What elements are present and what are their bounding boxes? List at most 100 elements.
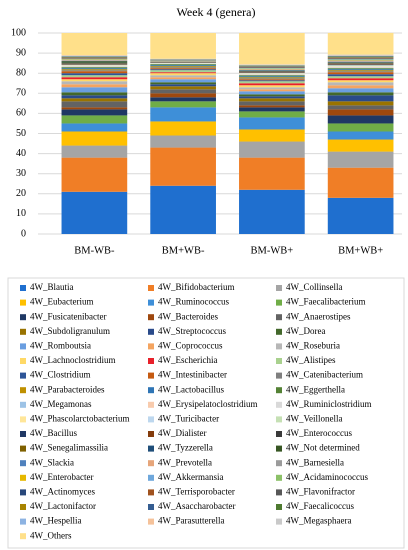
bar-segment [327,60,394,62]
legend-swatch [276,343,282,350]
legend-label: 4W_Roseburia [286,340,340,350]
bar-segment [327,63,394,65]
legend-label: 4W_Slackia [30,457,74,467]
legend-swatch [276,387,282,394]
bar-segment [327,68,394,70]
legend-label: 4W_Subdoligranulum [30,326,110,336]
bar-segment [239,87,305,90]
bar-segment [327,56,394,58]
legend-label: 4W_Bifidobacterium [158,282,234,292]
bar-segment [327,72,394,75]
legend-label: 4W_Flavonifractor [286,486,355,496]
legend-swatch [276,504,282,510]
bar-segment [61,79,128,82]
bar-segment [327,61,394,62]
legend-swatch [20,299,26,306]
bar-segment [327,82,394,86]
bar-segment [327,78,394,81]
bar-segment [239,157,305,190]
bar-segment [150,79,216,83]
bar-segment [239,81,305,84]
bar-segment [239,107,305,112]
bar-segment [150,101,216,108]
bar-segment [61,92,128,96]
legend-swatch [276,314,282,321]
bar-segment [239,75,305,77]
legend-swatch [148,358,154,364]
bar-segment [327,55,394,56]
bar-segment [239,91,305,95]
bar-segment [239,141,305,158]
bar-segment [150,65,216,67]
legend-swatch [276,358,282,364]
bar-segment [327,65,394,66]
bar-segment [150,147,216,186]
bar-segment [327,62,394,63]
bar-segment [327,59,394,60]
bar-segment [239,78,305,80]
bar-segment [239,189,305,234]
legend-label: 4W_Ruminiclostridium [286,399,372,409]
legend-label: 4W_Intestinibacter [158,370,227,380]
y-tick-label: 100 [11,27,26,38]
legend-swatch [20,518,26,525]
bar-segment [150,75,216,78]
bar-segment [327,56,394,57]
legend-label: 4W_Coprococcus [158,340,223,350]
legend-swatch [20,504,26,510]
x-tick-label: BM-WB- [74,245,115,256]
bar-segment [150,89,216,94]
bar-segment [327,92,394,96]
bar-segment [327,88,394,93]
bar-segment [327,63,394,64]
bar-segment [150,82,216,85]
bar-segment [61,68,128,70]
legend-swatch [148,474,154,481]
bar-segment [327,109,394,116]
legend-swatch [20,372,26,379]
legend-swatch [276,372,282,379]
bar-segment [61,95,128,99]
legend-label: 4W_Others [30,530,72,540]
legend-label: 4W_Actinomyces [30,486,95,496]
bar-segment [61,87,128,93]
legend-label: 4W_Tyzzerella [158,443,213,453]
bar-segment [327,65,394,67]
legend-label: 4W_Dorea [286,326,325,336]
bar-segment [239,105,305,108]
bar-segment [150,69,216,71]
y-tick-label: 80 [16,67,26,78]
bar-segment [327,64,394,66]
legend-label: 4W_Megasphaera [286,516,351,526]
legend-swatch [20,285,26,291]
bar-segment [239,77,305,79]
legend-swatch [20,445,26,452]
legend-label: 4W_Ruminococcus [158,297,229,307]
bar-segment [61,115,128,124]
bar-segment [327,69,394,71]
bar-segment [61,131,128,146]
bar-segment [327,95,394,102]
bar-segment [327,70,394,72]
legend-swatch [276,474,282,481]
y-tick-label: 60 [16,108,26,119]
legend-label: 4W_Barnesiella [286,457,344,467]
y-tick-label: 40 [16,148,26,159]
bar-segment [61,61,128,63]
bar-segment [61,67,128,69]
bar-segment [150,97,216,102]
bar-segment [61,70,128,72]
legend-swatch [148,285,154,291]
bar-segment [61,145,128,158]
bar-segment [150,73,216,76]
bar-segment [150,185,216,234]
legend-label: 4W_Not determined [286,443,360,453]
bar-segment [239,94,305,97]
y-tick-label: 50 [16,128,26,139]
bar-segment [239,129,305,142]
legend-swatch [276,401,282,408]
bar-segment [327,67,394,69]
legend-label: 4W_Blautia [30,282,74,292]
legend-label: 4W_Dialister [158,428,207,438]
x-tick-label: BM-WB+ [251,245,294,256]
